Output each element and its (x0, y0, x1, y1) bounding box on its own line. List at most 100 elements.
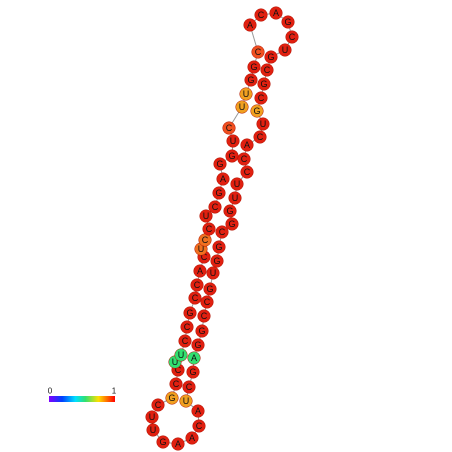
nucleotide (278, 43, 292, 57)
nucleotide (179, 394, 193, 408)
nucleotide (156, 435, 170, 449)
nucleotide (197, 309, 211, 323)
nucleotide (228, 191, 242, 205)
nucleotide-label: A (244, 140, 250, 150)
nucleotide-label: C (212, 202, 219, 212)
nucleotide-label: G (215, 242, 222, 252)
nucleotide-label: U (203, 211, 210, 221)
nucleotide-label: G (206, 284, 213, 294)
nucleotide-label: C (155, 400, 162, 410)
nucleotide (206, 266, 220, 280)
nucleotide (254, 91, 268, 105)
nucleotide-label: C (184, 322, 191, 332)
nucleotide-label: U (232, 193, 239, 203)
colorbar-min: 0 (48, 387, 53, 396)
nucleotide (180, 320, 194, 334)
nucleotide-label: A (195, 406, 201, 416)
nucleotide-label: U (234, 179, 241, 189)
nucleotide-label: C (289, 32, 296, 42)
nucleotide-label: U (210, 268, 217, 278)
nucleotide-label: G (194, 340, 201, 350)
nucleotide (169, 377, 183, 391)
nucleotide-label: G (260, 79, 267, 89)
nucleotide-label: C (202, 235, 209, 245)
nucleotide (240, 165, 254, 179)
nucleotide-label: C (175, 365, 182, 375)
nucleotide-label: G (186, 308, 193, 318)
nucleotide-label: C (192, 293, 199, 303)
nucleotide (212, 186, 226, 200)
nucleotide (281, 15, 295, 29)
nucleotide (247, 60, 261, 74)
nucleotide-label: C (201, 311, 208, 321)
nucleotide-label: U (260, 119, 267, 129)
nucleotide-label: A (273, 8, 279, 18)
nucleotide (222, 121, 236, 135)
nucleotide-label: U (178, 350, 185, 360)
nucleotide (195, 324, 209, 338)
nucleotide (171, 437, 185, 451)
nucleotide (243, 18, 257, 32)
nucleotide-label: U (150, 425, 157, 435)
nucleotide (240, 138, 254, 152)
nucleotide (182, 380, 196, 394)
nucleotide-label: C (244, 167, 251, 177)
nucleotide (239, 87, 253, 101)
nucleotide (192, 419, 206, 433)
nucleotide (235, 100, 249, 114)
nucleotide-label: G (198, 326, 205, 336)
nucleotide (230, 177, 244, 191)
nucleotide-label: G (253, 106, 260, 116)
nucleotide-label: U (243, 89, 250, 99)
nucleotide-label: C (173, 379, 180, 389)
nucleotide (202, 222, 216, 236)
nucleotide-label: C (257, 132, 264, 142)
nucleotide (215, 225, 229, 239)
nucleotide-label: G (159, 437, 166, 447)
nucleotide-label: A (220, 174, 226, 184)
nucleotide-label: A (189, 433, 195, 443)
nucleotide (256, 117, 270, 131)
nucleotide (191, 404, 205, 418)
nucleotide-label: C (206, 224, 213, 234)
nucleotide (183, 306, 197, 320)
nucleotide (203, 282, 217, 296)
nucleotide-label: A (197, 266, 203, 276)
nucleotide (165, 391, 179, 405)
nucleotide-label: U (230, 136, 237, 146)
nucleotide-label: U (149, 412, 156, 422)
nucleotide-label: G (189, 367, 196, 377)
nucleotide (260, 63, 274, 77)
nucleotide-label: C (255, 47, 262, 57)
nucleotide (199, 209, 213, 223)
nucleotide-label: U (172, 357, 179, 367)
nucleotide (225, 217, 239, 231)
nucleotide-label: G (250, 62, 257, 72)
nucleotide-label: C (258, 10, 265, 20)
nucleotide (210, 254, 224, 268)
nucleotide (223, 204, 237, 218)
nucleotide (226, 134, 240, 148)
nucleotide (253, 130, 267, 144)
nucleotide-label: A (247, 20, 253, 30)
nucleotide-label: G (284, 17, 291, 27)
nucleotide (208, 200, 222, 214)
nucleotide (264, 50, 278, 64)
nucleotide-label: A (175, 439, 181, 449)
colorbar-max: 1 (112, 387, 117, 396)
nucleotide-label: C (201, 252, 208, 262)
nucleotide-label: C (182, 336, 189, 346)
nucleotide-label: C (194, 280, 201, 290)
nucleotide-label: G (267, 52, 274, 62)
colorbar (49, 396, 115, 402)
nucleotide-label: G (168, 393, 175, 403)
nucleotide-label: C (258, 93, 265, 103)
nucleotide (212, 240, 226, 254)
nucleotide-label: G (226, 206, 233, 216)
nucleotide (257, 77, 271, 91)
nucleotide-label: G (247, 75, 254, 85)
nucleotide (285, 30, 299, 44)
nucleotide (186, 365, 200, 379)
